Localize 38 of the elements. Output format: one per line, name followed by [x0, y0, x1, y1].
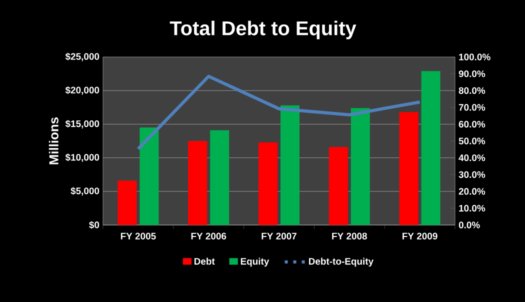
bar — [188, 141, 208, 225]
bar — [328, 147, 348, 225]
y2-tick-label: 20.0% — [458, 188, 486, 195]
bar — [210, 130, 230, 225]
y2-tick-label: 60.0% — [458, 120, 486, 128]
x-tick-label: FY 2009 — [402, 232, 438, 240]
y-axis-title: Millions — [48, 117, 58, 164]
y2-tick-label: 10.0% — [459, 204, 486, 212]
y2-tick-label: 0.0% — [458, 222, 480, 228]
bar — [258, 142, 278, 225]
y-tick-label: $0 — [89, 221, 100, 229]
y-tick-label: $25,000 — [65, 52, 100, 62]
y2-tick-label: 90.0% — [458, 70, 486, 78]
y2-tick-label: 50.0% — [458, 138, 486, 144]
line-series — [136, 74, 422, 150]
y2-tick-label: 100.0% — [459, 54, 490, 60]
y-tick-label: $5,000 — [70, 187, 100, 196]
y-tick-label: $10,000 — [65, 154, 100, 162]
legend-label: Debt-to-Equity — [309, 258, 374, 267]
legend-label: Equity — [240, 258, 270, 267]
y2-tick-label: 70.0% — [458, 104, 486, 111]
bar — [118, 180, 137, 225]
y2-tick-label: 40.0% — [458, 154, 486, 162]
x-tick-label: FY 2005 — [120, 232, 156, 240]
legend-label: Debt — [194, 258, 215, 265]
x-tick-label: FY 2007 — [262, 232, 296, 240]
x-tick-label: FY 2008 — [332, 232, 367, 240]
y2-tick-label: 30.0% — [458, 171, 486, 178]
bar — [280, 105, 300, 225]
bar — [140, 128, 159, 225]
y-tick-label: $15,000 — [65, 120, 100, 128]
bar — [421, 71, 440, 225]
x-tick-label: FY 2006 — [191, 232, 226, 240]
bar — [399, 112, 418, 225]
bar — [350, 108, 370, 225]
chart-title: Total Debt to Equity — [170, 20, 356, 40]
y2-tick-label: 80.0% — [458, 87, 486, 94]
y-tick-label: $20,000 — [65, 86, 100, 95]
